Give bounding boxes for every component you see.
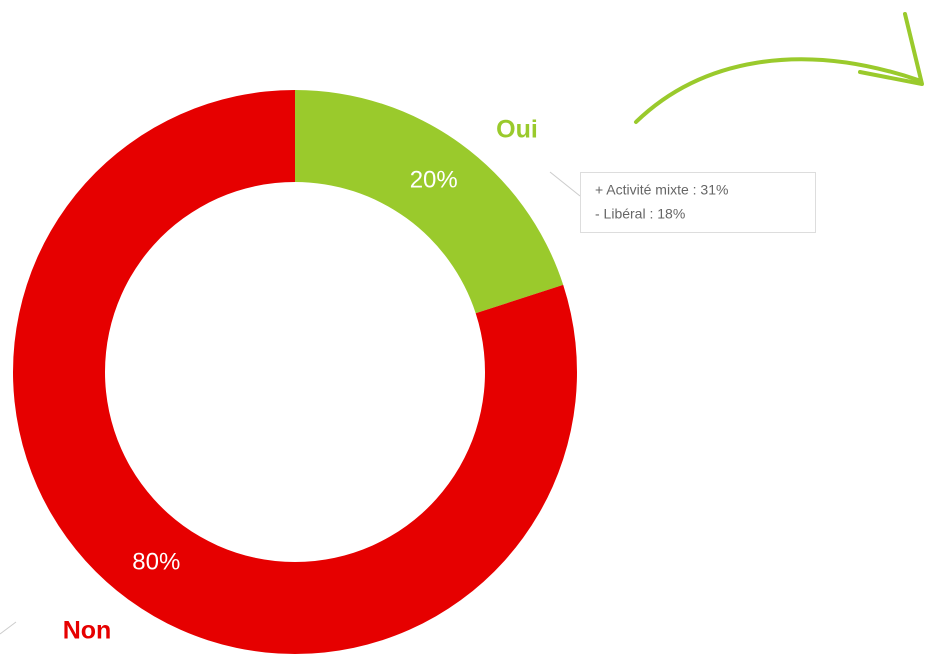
arrow-head <box>858 12 924 86</box>
connector <box>549 171 581 197</box>
slice <box>295 90 564 314</box>
slice <box>12 90 578 655</box>
annotation-line: + Activité mixte : 31% <box>595 182 728 198</box>
connector <box>0 621 17 635</box>
annotation-line: - Libéral : 18% <box>595 206 685 222</box>
category-label: Oui <box>496 116 538 144</box>
slices <box>12 90 578 655</box>
arrow <box>634 57 920 124</box>
annotation-box <box>580 172 816 233</box>
category-label: Non <box>63 617 112 645</box>
value-label: 80% <box>132 548 180 575</box>
value-label: 20% <box>410 166 458 193</box>
